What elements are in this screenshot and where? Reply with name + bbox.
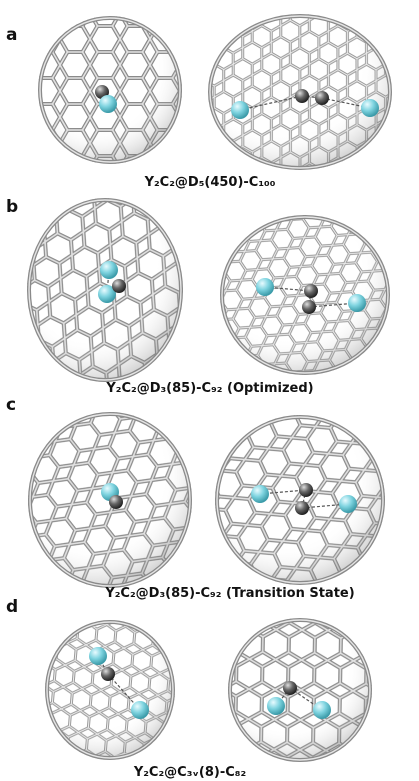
carbon-atom bbox=[302, 300, 316, 314]
carbon-atom bbox=[315, 91, 329, 105]
yttrium-atom bbox=[231, 101, 249, 119]
carbon-atom bbox=[283, 681, 297, 695]
figure: a Y₂C₂@D₅(450)-C₁₀₀ b Y₂C₂@D₃(85)-C₉₂ (O… bbox=[0, 0, 419, 781]
carbon-atom bbox=[101, 667, 115, 681]
yttrium-atom bbox=[131, 701, 149, 719]
yttrium-atom bbox=[267, 697, 285, 715]
yttrium-atom bbox=[313, 701, 331, 719]
carbon-atom bbox=[295, 89, 309, 103]
yttrium-atom bbox=[348, 294, 366, 312]
panel-label: d bbox=[6, 597, 18, 617]
caption: Y₂C₂@D₃(85)-C₉₂ (Optimized) bbox=[105, 381, 313, 396]
carbon-atom bbox=[299, 483, 313, 497]
panel-label: c bbox=[6, 395, 16, 415]
yttrium-atom bbox=[339, 495, 357, 513]
yttrium-atom bbox=[89, 647, 107, 665]
caption: Y₂C₂@D₃(85)-C₉₂ (Transition State) bbox=[104, 586, 354, 601]
carbon-atom bbox=[304, 284, 318, 298]
cage bbox=[187, 387, 413, 613]
yttrium-atom bbox=[99, 95, 117, 113]
panel-label: a bbox=[6, 25, 17, 45]
caption: Y₂C₂@D₅(450)-C₁₀₀ bbox=[144, 175, 276, 190]
yttrium-atom bbox=[256, 278, 274, 296]
caption: Y₂C₂@C₃ᵥ(8)-C₈₂ bbox=[133, 765, 246, 780]
yttrium-atom bbox=[361, 99, 379, 117]
panel-label: b bbox=[6, 197, 18, 217]
cage bbox=[227, 617, 373, 763]
yttrium-atom bbox=[251, 485, 269, 503]
yttrium-atom bbox=[100, 261, 118, 279]
carbon-atom bbox=[112, 279, 126, 293]
cage bbox=[28, 612, 192, 768]
carbon-atom bbox=[109, 495, 123, 509]
carbon-atom bbox=[295, 501, 309, 515]
